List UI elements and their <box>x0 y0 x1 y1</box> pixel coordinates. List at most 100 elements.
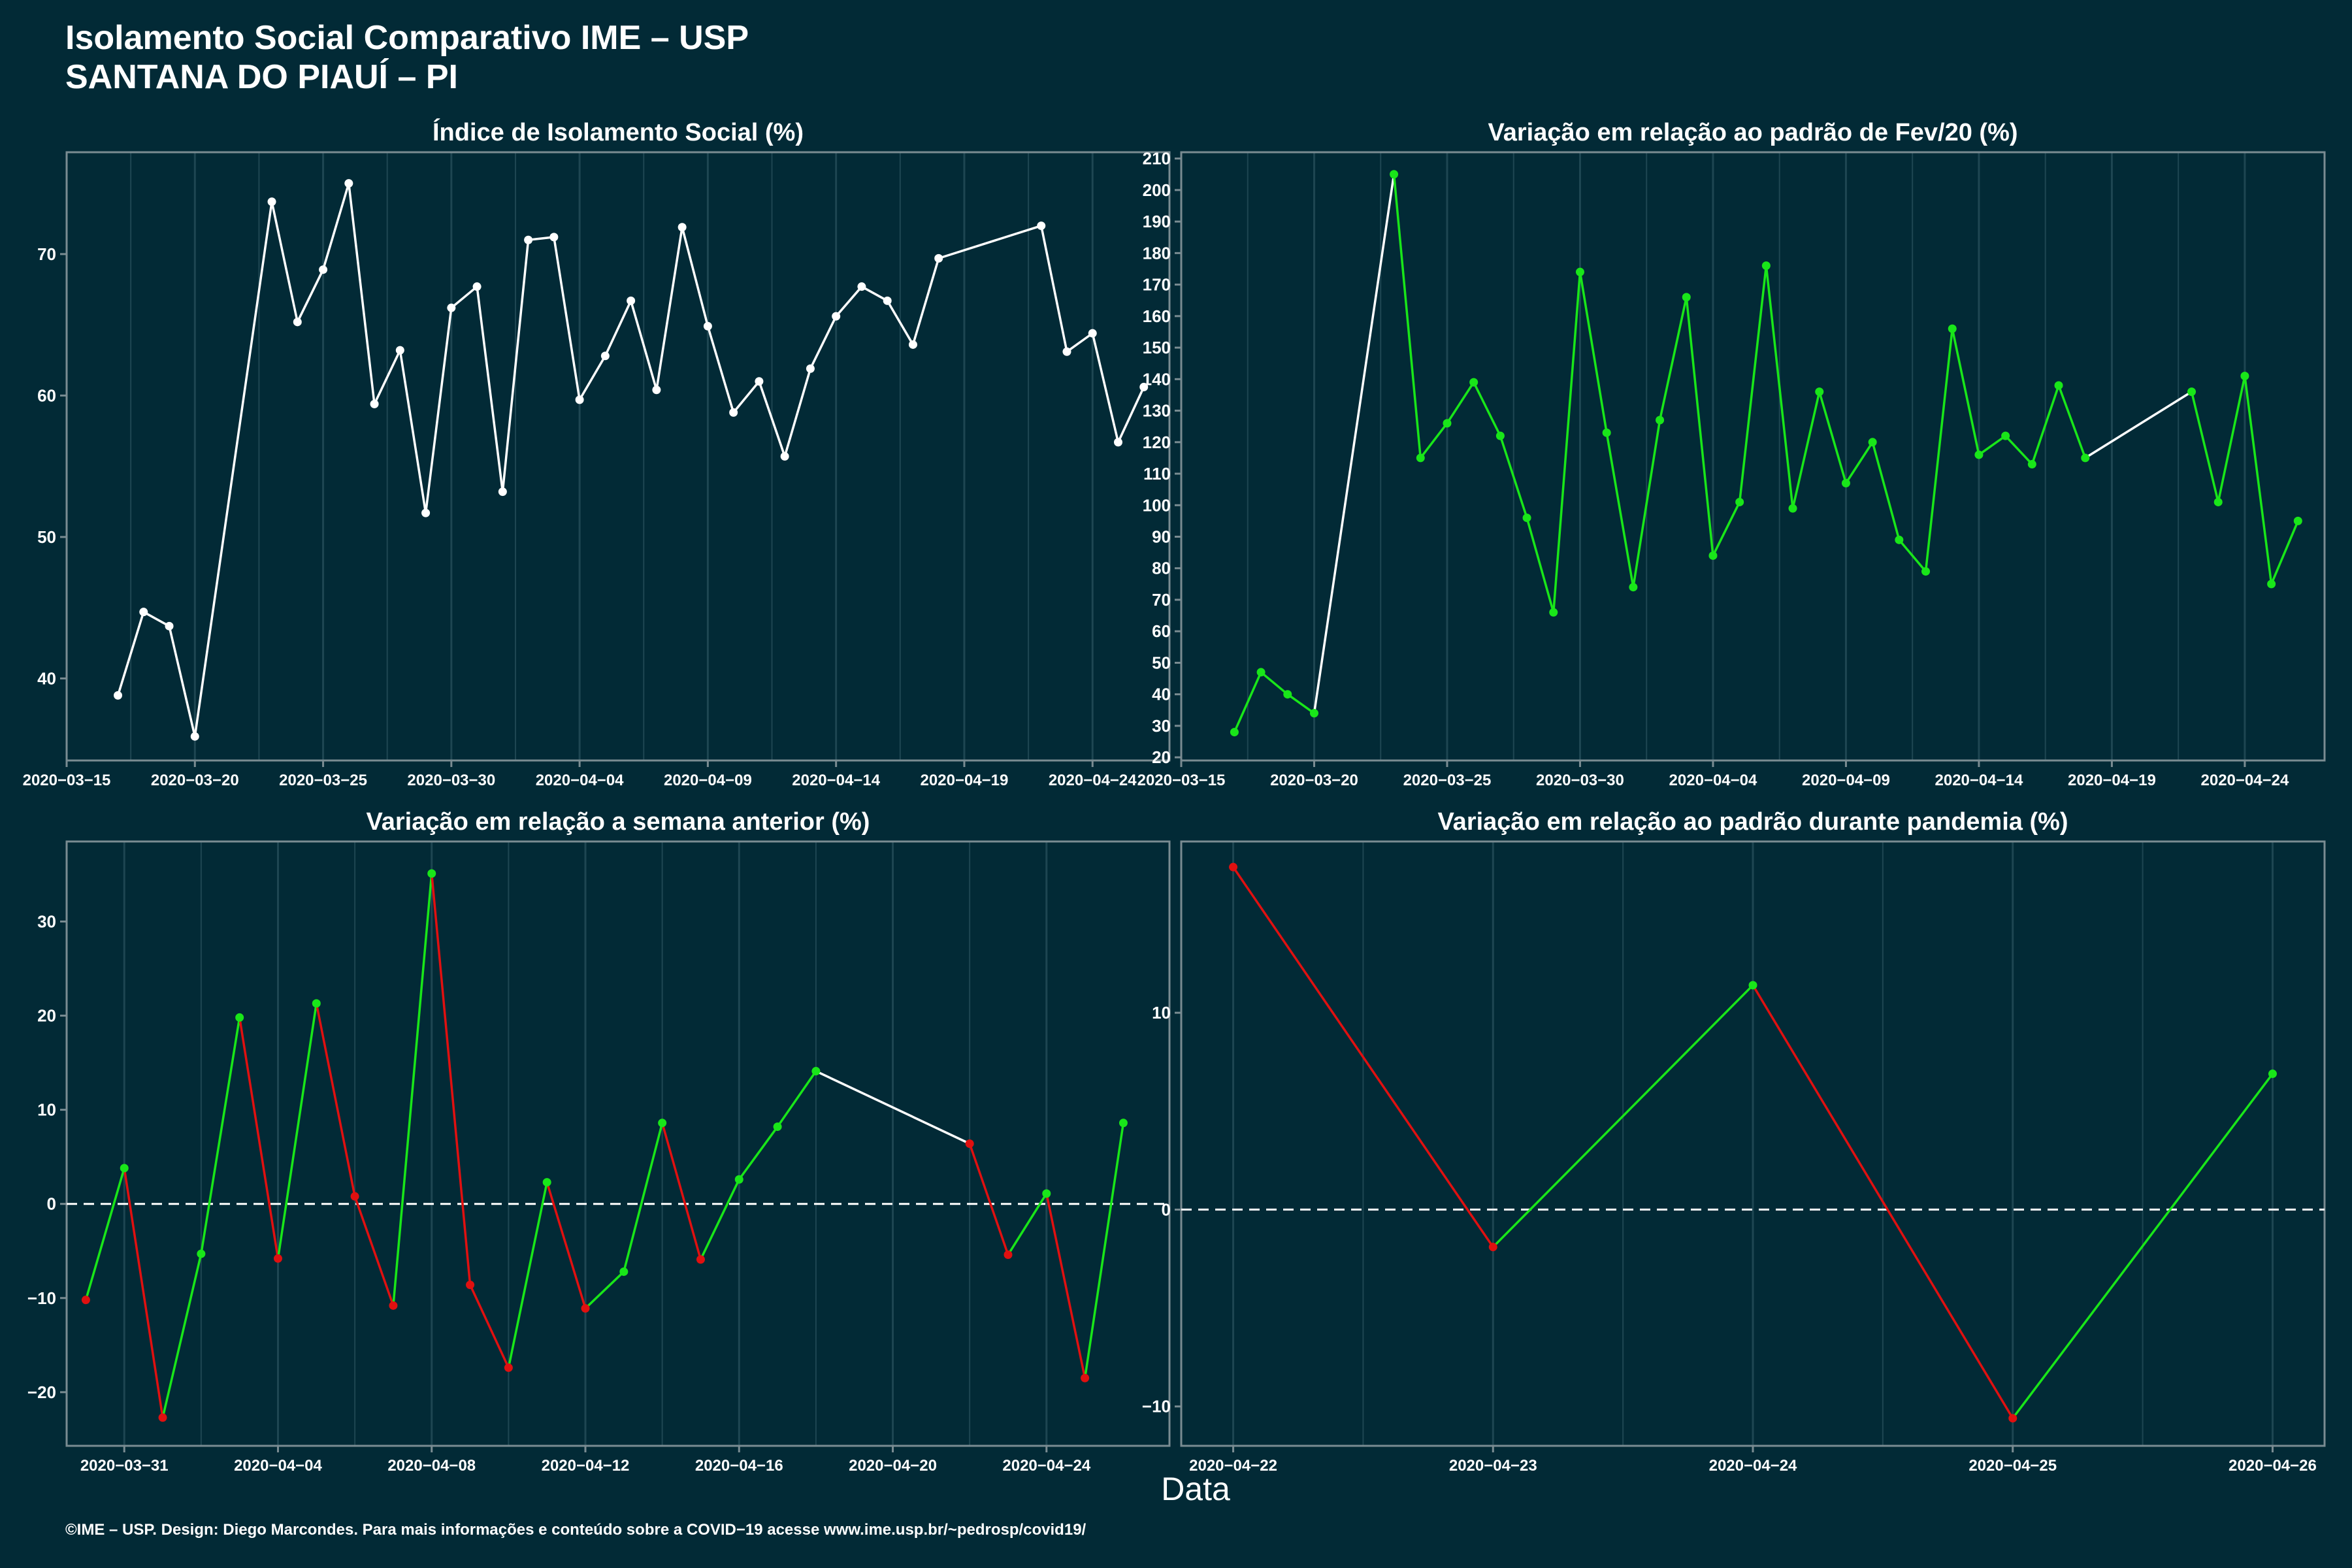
x-tick-label: 2020−03−20 <box>1270 772 1358 789</box>
series-segment <box>584 1271 625 1309</box>
data-point <box>197 1249 206 1258</box>
series-segment <box>1526 517 1555 613</box>
series-segment <box>1924 328 1953 572</box>
y-tick-label: 30 <box>1152 716 1171 736</box>
data-point <box>1283 690 1292 699</box>
series-segment <box>1844 441 1874 484</box>
series-segment <box>776 1070 817 1128</box>
series-segment <box>655 227 683 391</box>
x-tick-label: 2020−04−04 <box>234 1457 322 1475</box>
data-point <box>389 1301 398 1310</box>
series-segment <box>1632 419 1661 587</box>
x-tick-label: 2020−04−26 <box>2229 1457 2317 1475</box>
series-segment <box>629 300 658 391</box>
data-point <box>190 732 199 741</box>
data-point <box>1602 428 1611 437</box>
series-segment <box>200 1017 241 1254</box>
series-segment <box>578 355 606 400</box>
series-segment <box>142 611 170 627</box>
panel-border <box>65 840 1171 1447</box>
series-segment <box>528 236 555 241</box>
chart-title: Variação em relação ao padrão durante pa… <box>1437 808 2068 836</box>
y-tick-label: −20 <box>27 1382 56 1402</box>
title-line-2: SANTANA DO PIAUÍ – PI <box>65 58 458 96</box>
x-tick-label: 2020−03−15 <box>1137 772 1226 789</box>
data-point <box>165 621 174 630</box>
data-point <box>1488 1243 1497 1252</box>
data-point <box>1735 497 1744 506</box>
x-tick-label: 2020−03−15 <box>23 772 111 789</box>
data-point <box>883 296 892 305</box>
series-segment <box>2190 391 2219 502</box>
series-segment <box>911 257 940 345</box>
series-segment <box>681 227 710 327</box>
data-point <box>2027 460 2036 469</box>
x-axis-title: Data <box>1161 1471 1230 1507</box>
series-segment <box>553 237 581 400</box>
data-point <box>114 691 123 700</box>
series-segment <box>84 1168 125 1301</box>
data-point <box>755 377 764 386</box>
data-point <box>1139 382 1149 391</box>
series-segment <box>2084 391 2193 459</box>
series-segment <box>1446 382 1475 424</box>
series-segment <box>1898 539 1927 572</box>
data-point <box>581 1304 590 1313</box>
data-point <box>1037 221 1046 231</box>
y-tick-label: 50 <box>37 527 56 547</box>
data-point <box>2267 580 2276 589</box>
series-lines <box>1232 866 2274 1419</box>
series-segment <box>1712 501 1741 557</box>
x-tick-label: 2020−03−25 <box>1403 772 1492 789</box>
y-tick-label: 20 <box>1152 747 1171 767</box>
y-tick-label: 130 <box>1143 401 1171 421</box>
series-points <box>1230 170 2302 737</box>
series-segment <box>604 300 632 357</box>
data-point <box>542 1178 551 1187</box>
y-tick-label: 10 <box>1152 1003 1171 1022</box>
y-tick-label: 110 <box>1143 464 1171 483</box>
data-point <box>1948 324 1957 333</box>
x-tick-label: 2020−03−25 <box>279 772 367 789</box>
x-tick-label: 2020−04−14 <box>792 772 880 789</box>
data-point <box>447 303 456 312</box>
series-segment <box>706 325 735 413</box>
x-tick-label: 2020−04−14 <box>1935 772 2023 789</box>
data-point <box>81 1296 90 1305</box>
series-segment <box>738 1126 779 1181</box>
series-segment <box>315 1003 356 1197</box>
chart-title: Variação em relação ao padrão de Fev/20 … <box>1488 119 2017 146</box>
data-point <box>934 253 943 263</box>
data-point <box>1629 583 1638 592</box>
y-tick-label: 70 <box>37 244 56 264</box>
chart-panel-3: Variação em relação a semana anterior (%… <box>27 808 1171 1475</box>
data-point <box>427 869 436 878</box>
data-point <box>600 351 610 361</box>
series-points <box>1229 862 2277 1423</box>
y-tick-label: −10 <box>27 1288 56 1308</box>
series-segment <box>1419 422 1448 459</box>
y-tick-label: 0 <box>1162 1200 1171 1219</box>
series-segment <box>1791 391 1821 509</box>
data-point <box>780 452 789 461</box>
x-tick-label: 2020−04−09 <box>1802 772 1890 789</box>
x-tick-label: 2020−04−08 <box>387 1457 476 1475</box>
series-segment <box>1313 174 1396 713</box>
series-segment <box>2217 376 2246 502</box>
title-line-1: Isolamento Social Comparativo IME – USP <box>65 19 749 57</box>
series-segment <box>321 183 350 270</box>
series-segment <box>835 286 863 318</box>
data-point <box>549 233 559 242</box>
series-segment <box>886 300 914 346</box>
data-point <box>2054 381 2063 390</box>
data-point <box>2008 1414 2017 1423</box>
data-point <box>273 1254 282 1263</box>
data-point <box>2081 453 2090 463</box>
data-point <box>908 340 917 349</box>
data-point <box>2240 371 2249 380</box>
data-point <box>1113 438 1122 447</box>
panel-border <box>1180 151 2326 762</box>
series-segment <box>1738 265 1768 502</box>
x-tick-label: 2020−04−19 <box>2068 772 2156 789</box>
series-segment <box>399 350 427 514</box>
